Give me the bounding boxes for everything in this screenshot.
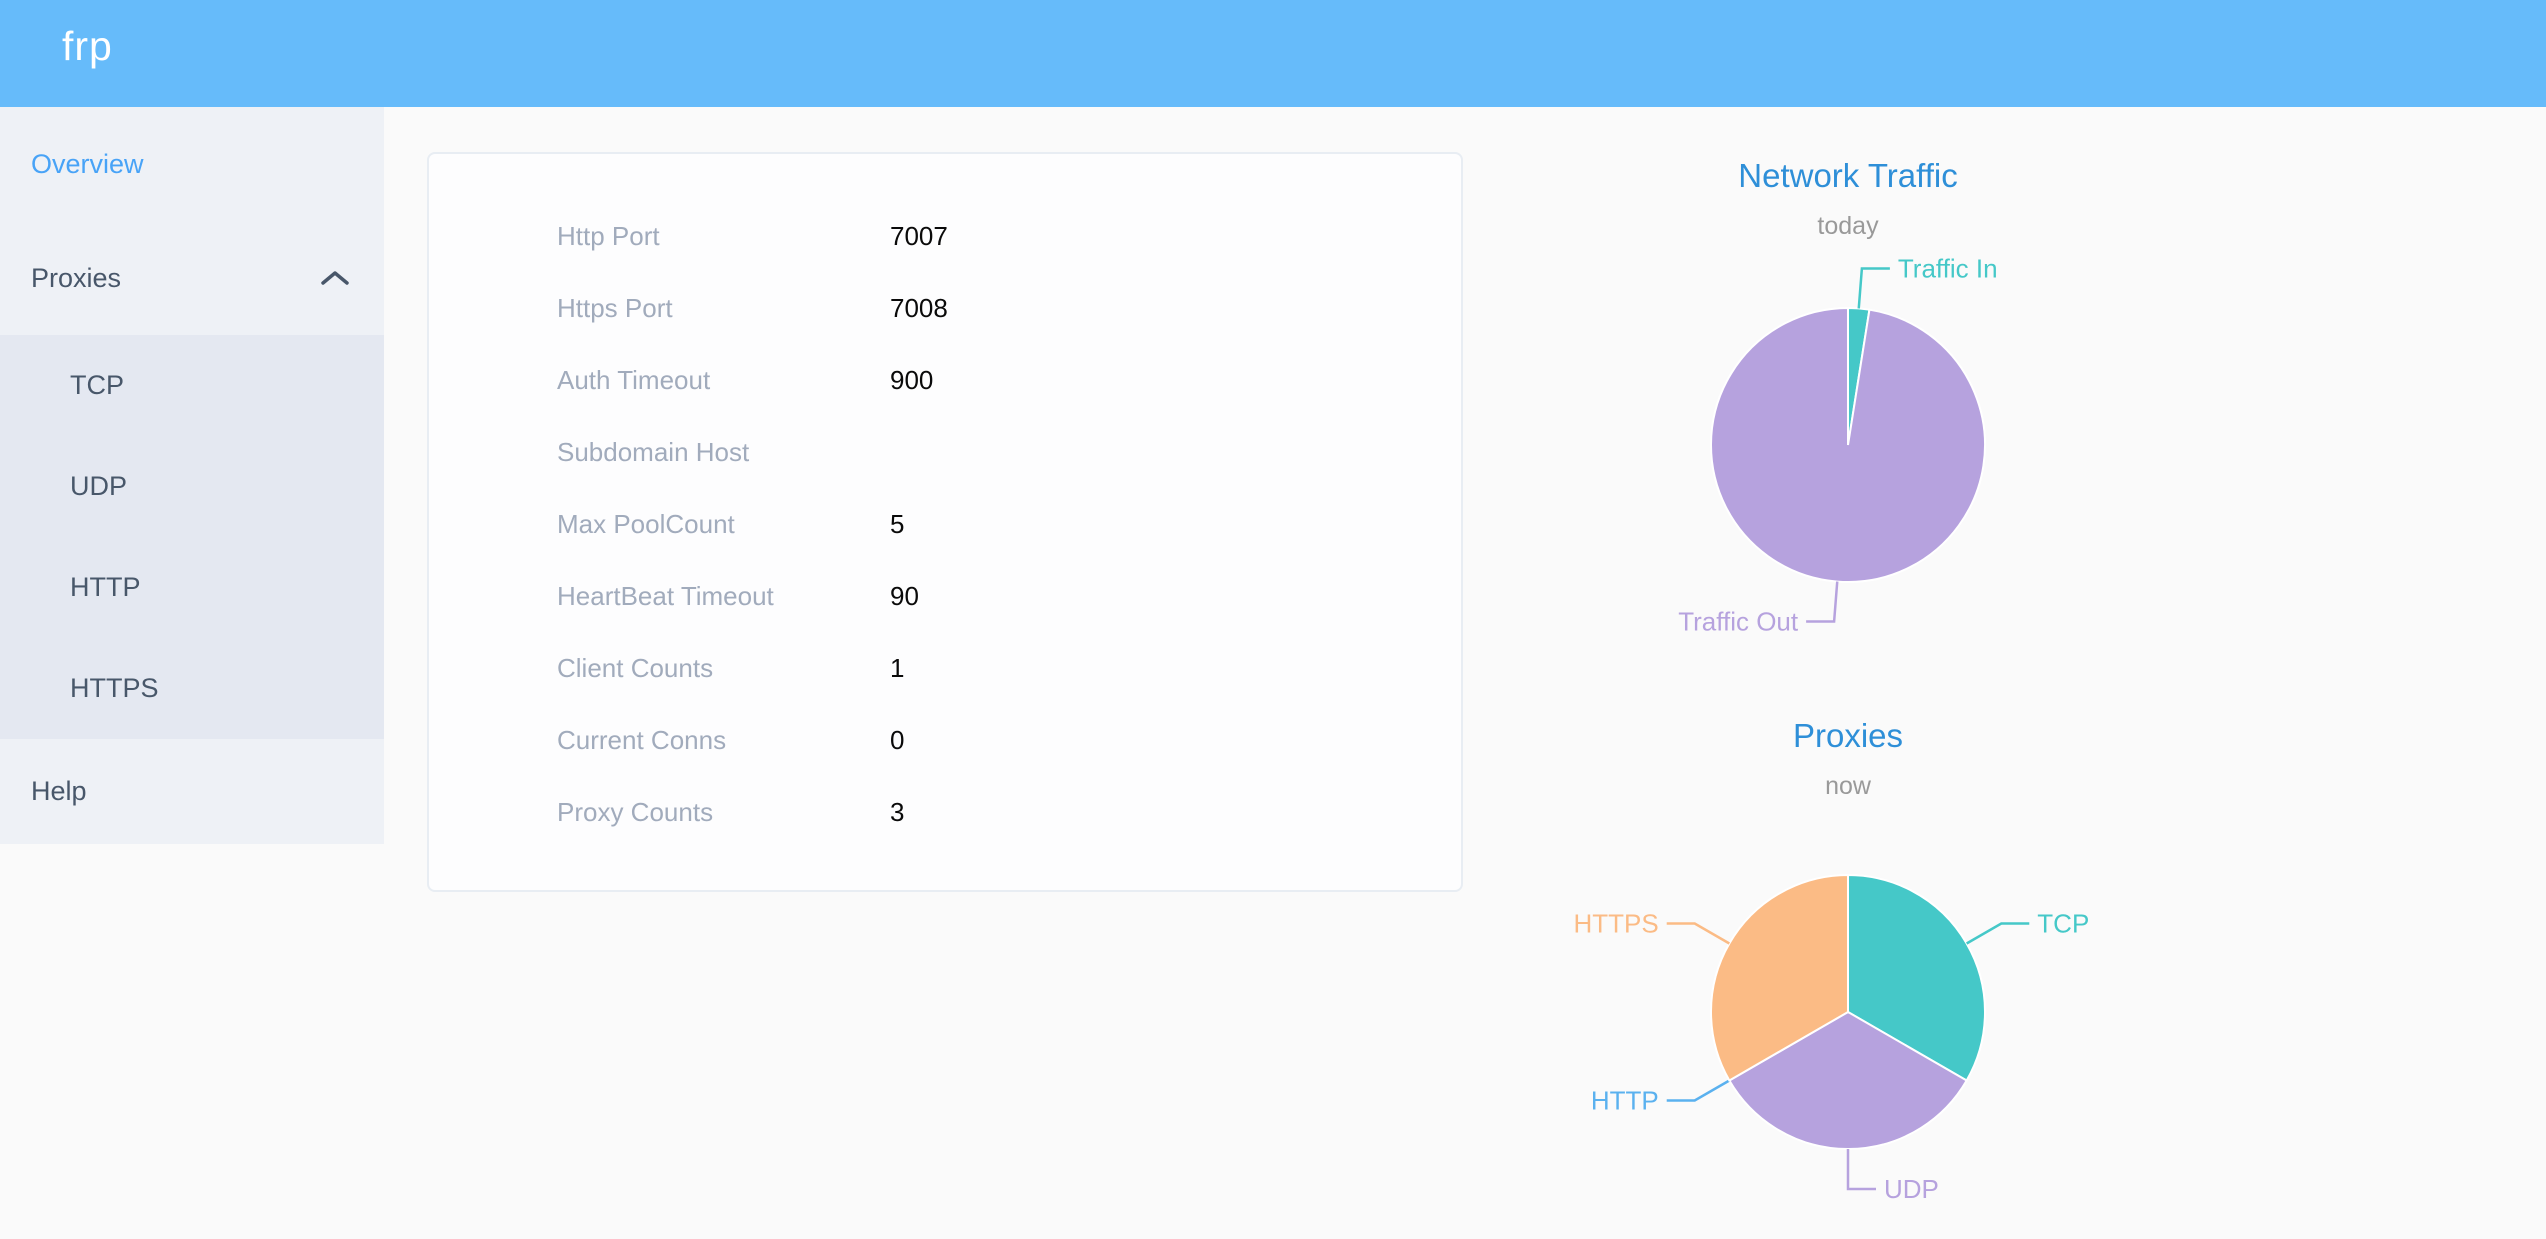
sidebar-item-label: Help	[31, 776, 87, 806]
info-value: 1	[890, 652, 905, 683]
info-row-http-port: Http Port 7007	[429, 200, 1461, 272]
sidebar-item-label: UDP	[70, 471, 128, 501]
label-leader-traffic-in	[1857, 267, 1890, 309]
info-row-current-conns: Current Conns 0	[429, 704, 1461, 776]
server-info-card: Http Port 7007 Https Port 7008 Auth Time…	[427, 152, 1463, 892]
info-value: 5	[890, 508, 905, 539]
info-value: 7008	[890, 292, 948, 323]
info-label: Https Port	[557, 292, 673, 323]
sidebar-item-https[interactable]: HTTPS	[0, 638, 384, 739]
sidebar-item-help[interactable]: Help	[0, 739, 384, 844]
pie-slice-tcp[interactable]	[1847, 873, 1986, 1082]
proxies-pie-svg: Proxies now TCP UDP HTTP HTTPS	[1573, 717, 2089, 1204]
sidebar-item-label: Overview	[31, 148, 144, 179]
info-row-max-poolcount: Max PoolCount 5	[429, 488, 1461, 560]
info-row-https-port: Https Port 7008	[429, 272, 1461, 344]
proxies-chart: Proxies now TCP UDP HTTP HTTPS	[1560, 700, 2180, 1234]
info-row-proxy-counts: Proxy Counts 3	[429, 776, 1461, 848]
info-row-auth-timeout: Auth Timeout 900	[429, 344, 1461, 416]
sidebar-item-label: TCP	[70, 370, 124, 400]
info-label: Proxy Counts	[557, 796, 714, 827]
label-leader-traffic-out	[1806, 581, 1839, 623]
label-leader-https	[1666, 922, 1730, 945]
info-label: HeartBeat Timeout	[557, 580, 774, 611]
chart-title: Network Traffic	[1738, 157, 1957, 194]
pie-label-udp: UDP	[1884, 1174, 1939, 1204]
info-row-heartbeat-timeout: HeartBeat Timeout 90	[429, 560, 1461, 632]
chart-subtitle: today	[1817, 212, 1879, 240]
info-label: Auth Timeout	[557, 364, 711, 395]
pie-slice-traffic-out[interactable]	[1710, 306, 1986, 583]
label-leader-udp	[1846, 1149, 1876, 1191]
proxies-submenu: TCP UDP HTTP HTTPS	[0, 335, 384, 739]
info-value: 900	[890, 364, 934, 395]
pie-slice-https[interactable]	[1710, 873, 1849, 1082]
info-label: Client Counts	[557, 652, 714, 683]
info-value: 3	[890, 796, 905, 827]
pie-label-https: HTTPS	[1573, 909, 1658, 939]
label-leader-tcp	[1966, 922, 2030, 945]
info-row-subdomain-host: Subdomain Host	[429, 416, 1461, 488]
info-value: 90	[890, 580, 919, 611]
pie-label-traffic-in: Traffic In	[1898, 254, 1998, 284]
sidebar-item-label: HTTP	[70, 572, 141, 602]
sidebar-item-label: Proxies	[31, 262, 122, 293]
info-label: Http Port	[557, 220, 660, 251]
info-label: Current Conns	[557, 724, 727, 755]
pie-label-tcp: TCP	[2037, 909, 2089, 939]
info-label: Max PoolCount	[557, 508, 735, 539]
app-header: frp	[0, 0, 2546, 107]
info-label: Subdomain Host	[557, 436, 750, 467]
sidebar-item-proxies[interactable]: Proxies	[0, 221, 384, 335]
network-traffic-chart: Network Traffic today Traffic In Traffic Ou…	[1560, 140, 2180, 700]
pie-label-http: HTTP	[1591, 1086, 1659, 1116]
network-traffic-pie-svg: Network Traffic today Traffic In Traffic Ou…	[1678, 157, 1998, 636]
sidebar-item-tcp[interactable]: TCP	[0, 335, 384, 436]
label-leader-http	[1666, 1079, 1730, 1102]
chart-subtitle: now	[1825, 772, 1872, 800]
app-logo: frp	[62, 22, 113, 69]
sidebar-item-http[interactable]: HTTP	[0, 537, 384, 638]
pie-slice-udp[interactable]	[1727, 1010, 1969, 1150]
pie-label-traffic-out: Traffic Out	[1678, 606, 1799, 636]
info-row-client-counts: Client Counts 1	[429, 632, 1461, 704]
chevron-up-icon	[321, 271, 349, 285]
chart-title: Proxies	[1793, 717, 1903, 754]
sidebar: Overview Proxies TCP UDP HTTP HTTPS Help	[0, 107, 384, 844]
info-value: 7007	[890, 220, 948, 251]
sidebar-item-overview[interactable]: Overview	[0, 107, 384, 221]
info-value: 0	[890, 724, 905, 755]
sidebar-item-udp[interactable]: UDP	[0, 436, 384, 537]
sidebar-item-label: HTTPS	[70, 673, 159, 703]
